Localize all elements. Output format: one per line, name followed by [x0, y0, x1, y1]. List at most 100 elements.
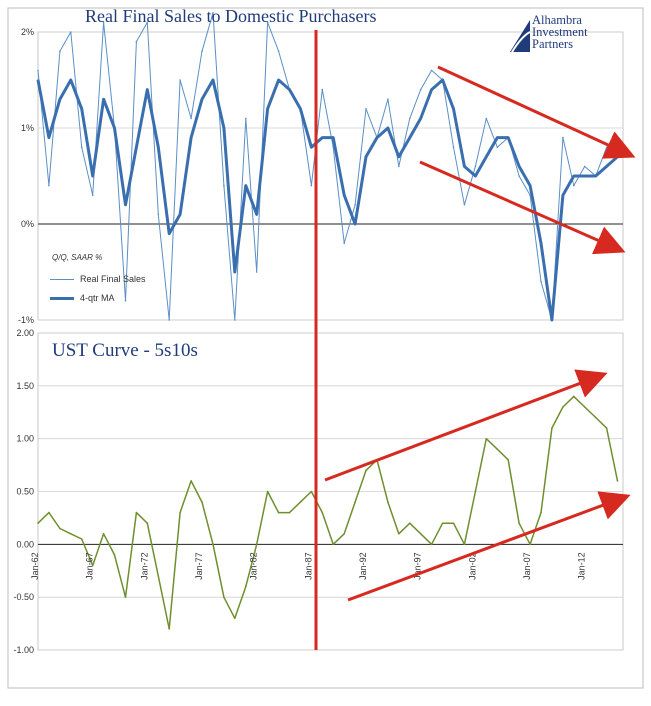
data-point	[146, 21, 149, 24]
logo-line-3: Partners	[532, 37, 573, 51]
data-point	[518, 522, 520, 524]
data-point	[113, 127, 116, 129]
x-tick-label: Jan-02	[467, 552, 477, 580]
data-point	[430, 88, 433, 91]
data-point	[419, 533, 422, 535]
data-point	[594, 175, 597, 177]
data-point	[496, 146, 499, 148]
data-point	[80, 108, 83, 110]
data-point	[48, 511, 50, 514]
data-point	[419, 117, 422, 120]
data-point	[223, 596, 225, 598]
legend-item-4qtr-ma: 4-qtr MA	[50, 293, 115, 303]
data-point	[113, 554, 116, 556]
data-point	[616, 136, 619, 139]
data-point	[266, 490, 269, 493]
data-point	[179, 511, 181, 514]
data-point	[245, 184, 247, 187]
data-point	[507, 136, 510, 139]
data-point	[179, 79, 181, 81]
data-point	[135, 511, 138, 514]
data-point	[70, 79, 72, 81]
x-tick-label: Jan-82	[249, 552, 259, 580]
data-point	[201, 501, 203, 503]
data-point	[485, 156, 488, 158]
lower-downtrend-arrow	[419, 160, 626, 255]
data-point	[299, 501, 302, 503]
y-tick-label: 2.00	[16, 328, 34, 338]
data-point	[255, 543, 258, 546]
series-5s10s-spread	[37, 395, 619, 630]
logo-line-2: Investment	[532, 25, 588, 39]
data-point	[573, 175, 575, 177]
x-tick-label: Jan-07	[522, 552, 532, 580]
data-point	[529, 184, 531, 187]
data-point	[616, 156, 619, 158]
data-point	[562, 194, 564, 196]
upper-downtrend-arrow	[437, 65, 636, 159]
data-point	[59, 527, 61, 530]
data-point	[321, 136, 324, 139]
data-point	[146, 88, 149, 91]
bottom-chart-title: UST Curve - 5s10s	[52, 340, 198, 361]
data-point	[485, 117, 488, 120]
data-point	[518, 165, 520, 168]
data-point	[245, 117, 247, 120]
data-point	[321, 511, 324, 514]
data-point	[354, 204, 356, 206]
data-point	[310, 146, 313, 148]
y-tick-label: 1.50	[16, 381, 34, 391]
data-point	[168, 319, 170, 321]
upper-uptrend-arrow	[324, 369, 608, 482]
data-point	[59, 98, 61, 100]
y-tick-label: 1%	[21, 123, 34, 133]
series-4qtr-ma	[36, 78, 619, 322]
data-point	[135, 40, 138, 43]
data-point	[91, 175, 94, 177]
data-point	[48, 136, 50, 139]
legend-swatch-thick	[50, 296, 74, 300]
data-point	[343, 194, 346, 196]
data-point	[59, 50, 61, 52]
data-point	[551, 427, 553, 429]
data-point	[288, 511, 291, 514]
data-point	[562, 136, 564, 139]
data-point	[321, 88, 324, 91]
data-point	[573, 395, 575, 398]
legend-caption: Q/Q, SAAR %	[52, 253, 103, 262]
data-point	[157, 146, 160, 148]
x-tick-label: Jan-62	[30, 552, 40, 580]
data-point	[102, 533, 105, 535]
data-point	[452, 108, 455, 110]
data-point	[605, 165, 608, 168]
data-point	[562, 406, 564, 408]
data-point	[616, 480, 619, 482]
data-point	[343, 533, 346, 535]
y-tick-label: -0.50	[13, 592, 34, 602]
data-point	[551, 319, 553, 321]
data-point	[365, 156, 367, 158]
x-tick-label: Jan-97	[413, 552, 423, 580]
legend-item-real-final-sales: Real Final Sales	[50, 274, 146, 284]
data-point	[223, 127, 225, 129]
data-point	[463, 165, 466, 168]
y-tick-label: 0.50	[16, 487, 34, 497]
logo-icon	[510, 20, 531, 53]
data-point	[102, 98, 105, 100]
data-point	[190, 136, 192, 139]
data-point	[157, 575, 160, 577]
data-point	[354, 223, 356, 225]
data-point	[37, 69, 39, 72]
bottom-gridlines	[38, 332, 623, 651]
x-tick-label: Jan-87	[303, 552, 313, 580]
data-point	[419, 88, 422, 91]
y-tick-label: -1%	[18, 315, 34, 325]
bottom-y-tick-labels: 2.00 1.50 1.00 0.50 0.00 -0.50 -1.00	[13, 328, 34, 655]
outer-border	[7, 7, 644, 689]
data-point	[80, 538, 83, 540]
top-y-tick-labels: 2% 1% 0% -1%	[18, 27, 34, 325]
data-point	[179, 213, 181, 216]
data-point	[398, 533, 400, 535]
data-point	[540, 242, 542, 244]
